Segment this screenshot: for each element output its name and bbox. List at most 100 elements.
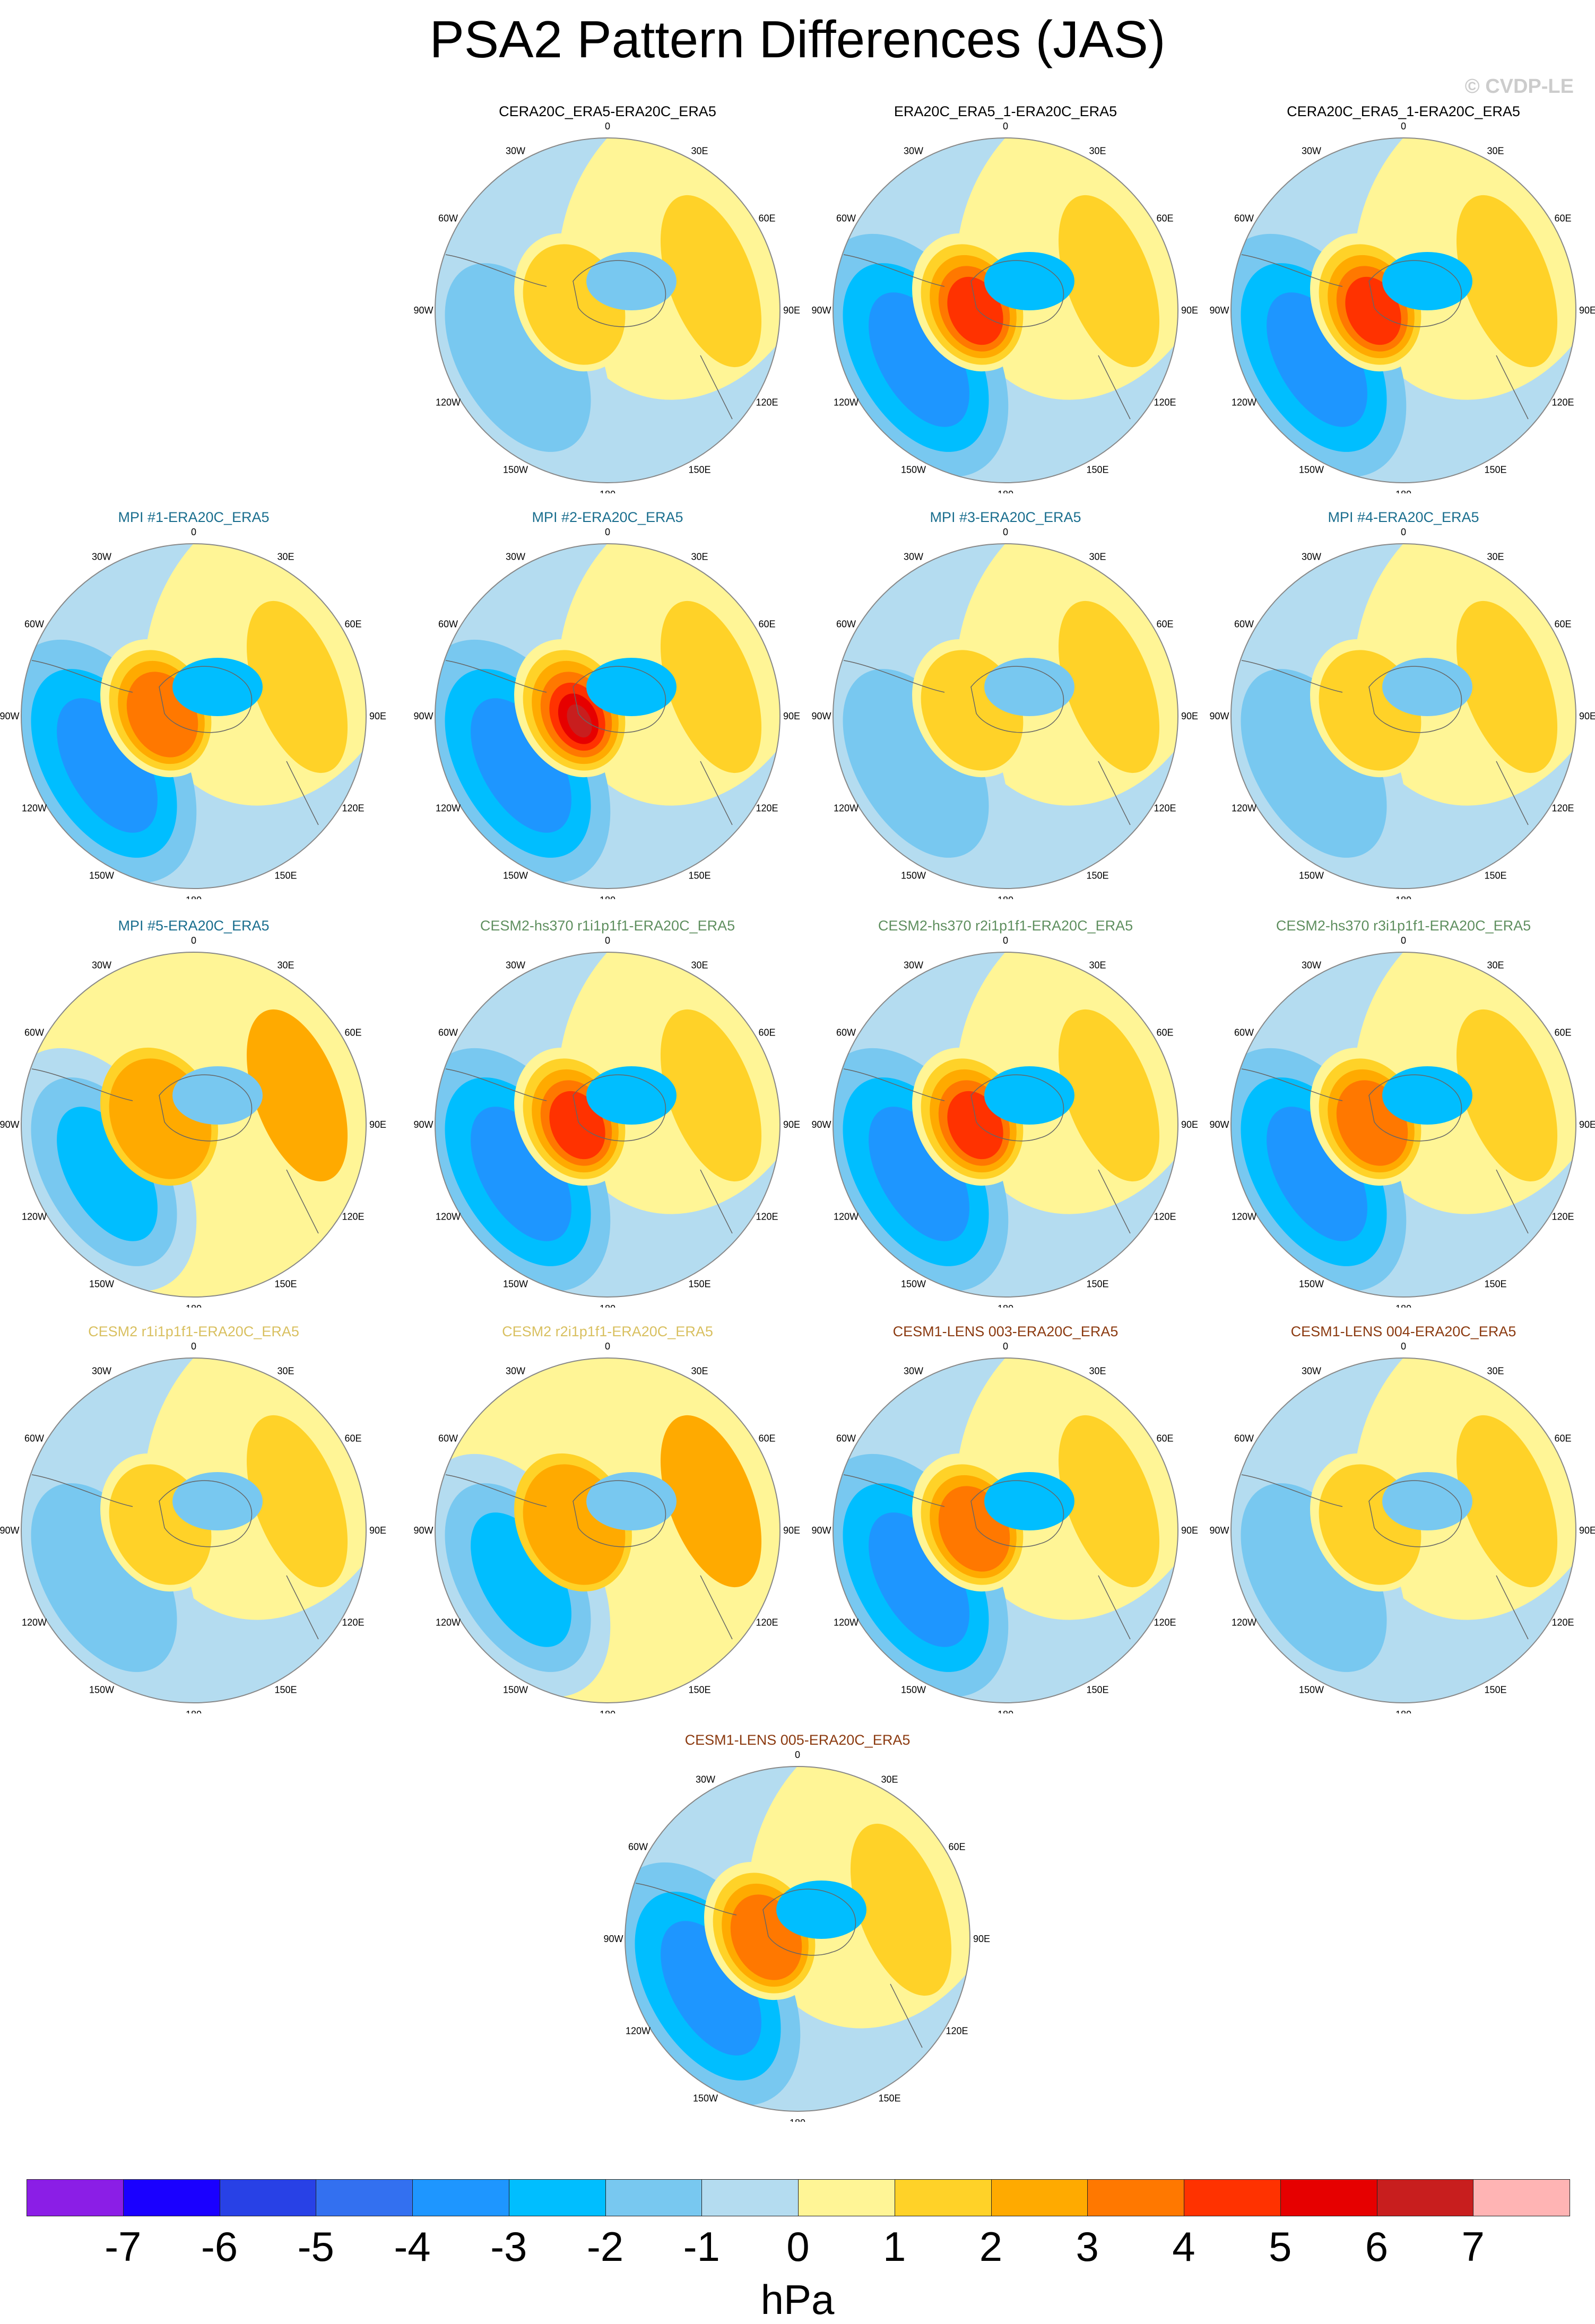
longitude-label: 90W (812, 305, 831, 316)
longitude-label: 120W (1232, 803, 1256, 814)
longitude-label: 90E (783, 711, 800, 721)
longitude-label: 60E (344, 1028, 361, 1038)
longitude-label: 120W (626, 2026, 651, 2036)
longitude-label: 120E (756, 397, 778, 408)
longitude-label: 90W (812, 1525, 831, 1536)
longitude-label: 60E (758, 1433, 775, 1444)
colorbar-tick-label: -3 (490, 2223, 527, 2270)
longitude-label: 30W (904, 551, 923, 562)
longitude-label: 150W (503, 1685, 528, 1695)
longitude-label: 150W (901, 871, 926, 881)
polar-map: 0 30E 60E 90E 120E 150E 180 150W 120W 90W 60W 30W (812, 1342, 1198, 1713)
longitude-label: 120E (1154, 803, 1176, 814)
longitude-label: 150E (878, 2093, 900, 2104)
longitude-label: 60W (836, 213, 856, 224)
colorbar-box (1280, 2179, 1377, 2216)
longitude-label: 30E (1089, 551, 1106, 562)
longitude-label: 60E (1554, 1028, 1571, 1038)
longitude-label: 60W (438, 619, 458, 630)
longitude-label: 60E (1554, 213, 1571, 224)
longitude-label: 180 (1395, 489, 1411, 493)
colorbar-tick-label: 0 (786, 2223, 810, 2270)
longitude-label: 0 (1401, 528, 1406, 537)
longitude-label: 30E (277, 960, 294, 970)
colorbar-box (1376, 2179, 1474, 2216)
longitude-label: 120W (436, 803, 461, 814)
longitude-label: 150E (688, 871, 710, 881)
colorbar-tick-label: 6 (1365, 2223, 1389, 2270)
map-panel: MPI #4-ERA20C_ERA5 0 30E 60E 90E 120E 150E 180 1… (1210, 509, 1595, 912)
longitude-label: 60W (24, 1028, 44, 1038)
longitude-label: 30W (1302, 145, 1321, 156)
colorbar-box (123, 2179, 220, 2216)
longitude-label: 0 (1003, 936, 1008, 946)
longitude-label: 180 (1395, 1303, 1411, 1308)
longitude-label: 90E (369, 1525, 386, 1536)
longitude-label: 150W (901, 1279, 926, 1290)
longitude-label: 120W (834, 397, 859, 408)
longitude-label: 150W (89, 1685, 114, 1695)
map-panel: CESM1-LENS 005-ERA20C_ERA5 0 30E 60E 90E 120E… (604, 1732, 991, 2135)
longitude-label: 90W (414, 305, 434, 316)
longitude-label: 120W (436, 1212, 461, 1222)
longitude-label: 90E (783, 1119, 800, 1130)
longitude-label: 120W (834, 1212, 859, 1222)
panel-title: MPI #2-ERA20C_ERA5 (532, 509, 683, 525)
longitude-label: 150W (503, 871, 528, 881)
longitude-label: 90W (604, 1934, 623, 1944)
longitude-label: 90W (414, 1525, 434, 1536)
longitude-label: 30W (904, 960, 923, 970)
longitude-label: 60W (24, 619, 44, 630)
colorbar-tick-label: -6 (201, 2223, 238, 2270)
polar-map: 0 30E 60E 90E 120E 150E 180 150W 120W 90W 60W 30W (1210, 122, 1595, 493)
longitude-label: 90E (1579, 305, 1595, 316)
colorbar-tick-label: 2 (979, 2223, 1003, 2270)
panel-title: CESM1-LENS 005-ERA20C_ERA5 (684, 1732, 911, 1748)
longitude-label: 150E (274, 1279, 297, 1290)
polar-map: 0 30E 60E 90E 120E 150E 180 150W 120W 90W 60W 30W (604, 1751, 990, 2122)
longitude-label: 60E (758, 1028, 775, 1038)
longitude-label: 120W (1232, 1617, 1256, 1628)
longitude-label: 30W (92, 960, 111, 970)
longitude-label: 60W (438, 1433, 458, 1444)
map-panel: ERA20C_ERA5_1-ERA20C_ERA5 0 30E 60E 90E 120E 1… (812, 103, 1199, 507)
longitude-label: 120E (756, 1617, 778, 1628)
longitude-label: 120E (1551, 397, 1574, 408)
colorbar-box (894, 2179, 992, 2216)
longitude-label: 150W (89, 871, 114, 881)
longitude-label: 60W (1234, 1028, 1254, 1038)
longitude-label: 30E (1487, 960, 1504, 970)
colorbar (27, 2179, 1570, 2216)
longitude-label: 30E (1089, 145, 1106, 156)
longitude-label: 90W (0, 711, 20, 721)
longitude-label: 0 (1401, 122, 1406, 132)
longitude-label: 150E (1484, 871, 1506, 881)
longitude-label: 60E (758, 619, 775, 630)
longitude-label: 150E (274, 1685, 297, 1695)
longitude-label: 0 (1003, 1342, 1008, 1352)
polar-map: 0 30E 60E 90E 120E 150E 180 150W 120W 90W 60W 30W (414, 528, 800, 899)
longitude-label: 120E (342, 1212, 364, 1222)
longitude-label: 90W (1210, 711, 1229, 721)
longitude-label: 150E (1086, 465, 1108, 475)
longitude-label: 60E (1156, 619, 1173, 630)
longitude-label: 180 (998, 1303, 1013, 1308)
longitude-label: 90W (0, 1119, 20, 1130)
longitude-label: 150E (1484, 1685, 1506, 1695)
longitude-label: 150E (1484, 1279, 1506, 1290)
longitude-label: 90W (414, 711, 434, 721)
longitude-label: 90W (812, 1119, 831, 1130)
longitude-label: 120W (436, 1617, 461, 1628)
colorbar-box (1473, 2179, 1570, 2216)
colorbar-box (605, 2179, 703, 2216)
longitude-label: 0 (191, 936, 196, 946)
colorbar-box (316, 2179, 413, 2216)
panel-title: MPI #4-ERA20C_ERA5 (1328, 509, 1479, 525)
longitude-label: 120W (1232, 1212, 1256, 1222)
longitude-label: 120W (834, 1617, 859, 1628)
longitude-label: 150E (688, 1685, 710, 1695)
longitude-label: 180 (186, 895, 202, 899)
longitude-label: 90E (973, 1934, 990, 1944)
longitude-label: 30W (506, 1365, 525, 1376)
longitude-label: 90E (1181, 1525, 1198, 1536)
